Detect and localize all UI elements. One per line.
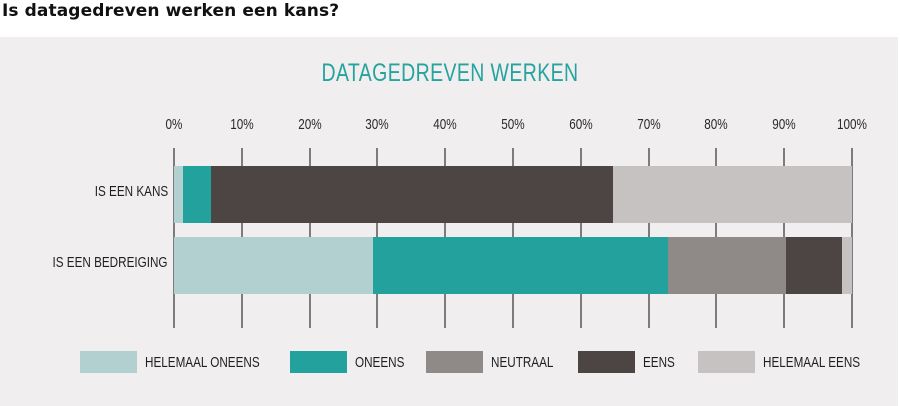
category-label: IS EEN BEDREIGING xyxy=(52,254,168,271)
bar-segment xyxy=(786,237,842,294)
legend-item: NEUTRAAL xyxy=(426,350,571,374)
stacked-bar xyxy=(174,166,852,223)
page-heading: Is datagedreven werken een kans? xyxy=(2,1,340,21)
bar-segment xyxy=(174,166,183,223)
legend-swatch xyxy=(426,351,483,373)
chart-title: DATAGEDREVEN WERKEN xyxy=(321,59,579,87)
legend-item: EENS xyxy=(578,350,684,374)
bar-segment xyxy=(841,237,852,294)
x-tick-label: 20% xyxy=(297,116,322,133)
legend-label: ONEENS xyxy=(355,353,405,371)
legend-item: HELEMAAL EENS xyxy=(698,350,888,374)
stacked-bar xyxy=(174,237,852,294)
bar-segment xyxy=(211,166,613,223)
legend-swatch xyxy=(290,351,347,373)
x-tick-label: 50% xyxy=(501,116,525,133)
legend-swatch xyxy=(80,351,137,373)
legend-item: HELEMAAL ONEENS xyxy=(80,350,292,374)
category-label: IS EEN KANS xyxy=(94,183,168,200)
bar-segment xyxy=(668,237,787,294)
x-tick-label: 30% xyxy=(365,116,390,133)
x-tick-label: 90% xyxy=(772,116,796,133)
legend-label: HELEMAAL ONEENS xyxy=(145,353,260,371)
bar-segment xyxy=(182,166,212,223)
gridline xyxy=(851,148,853,328)
x-tick-label: 0% xyxy=(165,116,183,133)
legend-swatch xyxy=(578,351,635,373)
x-tick-label: 40% xyxy=(433,116,457,133)
chart-plot-area: 0% 10% 20% 30% 40% 50% 60% 70% 80% 90% 100% xyxy=(166,112,867,332)
legend-label: EENS xyxy=(643,353,675,371)
chart-legend: HELEMAAL ONEENS ONEENS NEUTRAAL EENS HELEMAA… xyxy=(0,350,900,374)
bar-segment xyxy=(612,166,852,223)
x-tick-label: 60% xyxy=(569,116,593,133)
legend-item: ONEENS xyxy=(290,350,418,374)
x-tick-label: 80% xyxy=(704,116,729,133)
x-tick-label: 70% xyxy=(636,116,661,133)
legend-label: HELEMAAL EENS xyxy=(763,353,861,371)
legend-swatch xyxy=(698,351,755,373)
bar-segment xyxy=(372,237,669,294)
bar-segment xyxy=(174,237,373,294)
x-tick-label: 10% xyxy=(230,116,254,133)
x-tick-label: 100% xyxy=(837,116,867,133)
legend-label: NEUTRAAL xyxy=(491,353,554,371)
